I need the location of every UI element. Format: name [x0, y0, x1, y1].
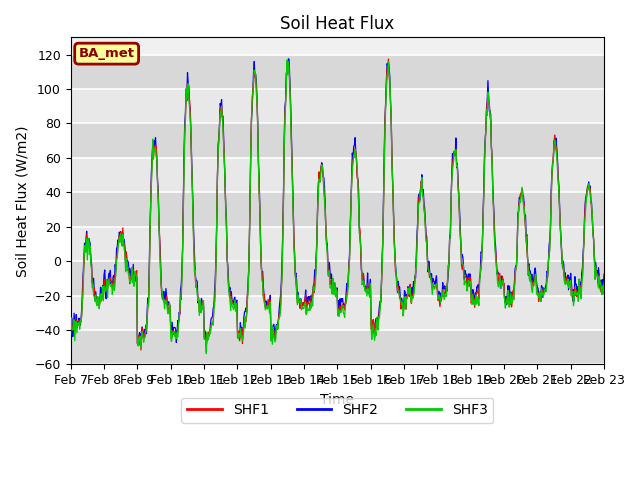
SHF3: [600, 281, 608, 287]
SHF1: [385, 56, 392, 62]
SHF1: [67, 322, 74, 328]
SHF2: [424, 253, 431, 259]
SHF3: [394, 285, 401, 291]
SHF2: [285, 56, 292, 61]
Line: SHF1: SHF1: [70, 59, 604, 350]
Legend: SHF1, SHF2, SHF3: SHF1, SHF2, SHF3: [181, 398, 493, 423]
SHF1: [424, 257, 431, 263]
SHF1: [137, 347, 145, 353]
Bar: [70, 89, 604, 123]
SHF1: [600, 278, 608, 284]
SHF1: [228, 300, 236, 305]
SHF1: [255, 159, 262, 165]
SHF3: [255, 159, 262, 165]
SHF3: [424, 259, 431, 264]
Bar: [70, 330, 604, 364]
Bar: [70, 123, 604, 158]
Text: BA_met: BA_met: [79, 47, 134, 60]
SHF3: [202, 350, 210, 356]
Title: Soil Heat Flux: Soil Heat Flux: [280, 15, 394, 33]
SHF2: [129, 262, 137, 267]
X-axis label: Time: Time: [321, 393, 355, 407]
SHF2: [67, 318, 74, 324]
Line: SHF2: SHF2: [70, 59, 604, 347]
Y-axis label: Soil Heat Flux (W/m2): Soil Heat Flux (W/m2): [15, 125, 29, 276]
Bar: [70, 261, 604, 296]
Bar: [70, 227, 604, 261]
SHF1: [394, 288, 401, 293]
Line: SHF3: SHF3: [70, 60, 604, 353]
Bar: [70, 192, 604, 227]
Bar: [70, 55, 604, 89]
Bar: [70, 158, 604, 192]
SHF3: [283, 57, 291, 63]
Bar: [70, 296, 604, 330]
SHF2: [600, 271, 608, 277]
SHF2: [394, 289, 401, 295]
SHF3: [129, 272, 137, 278]
SHF3: [67, 332, 74, 337]
SHF3: [228, 303, 236, 309]
SHF1: [129, 267, 137, 273]
SHF2: [275, 315, 282, 321]
SHF2: [255, 159, 262, 165]
SHF2: [202, 344, 210, 349]
SHF3: [275, 317, 282, 323]
SHF2: [228, 297, 236, 303]
SHF1: [275, 316, 282, 322]
